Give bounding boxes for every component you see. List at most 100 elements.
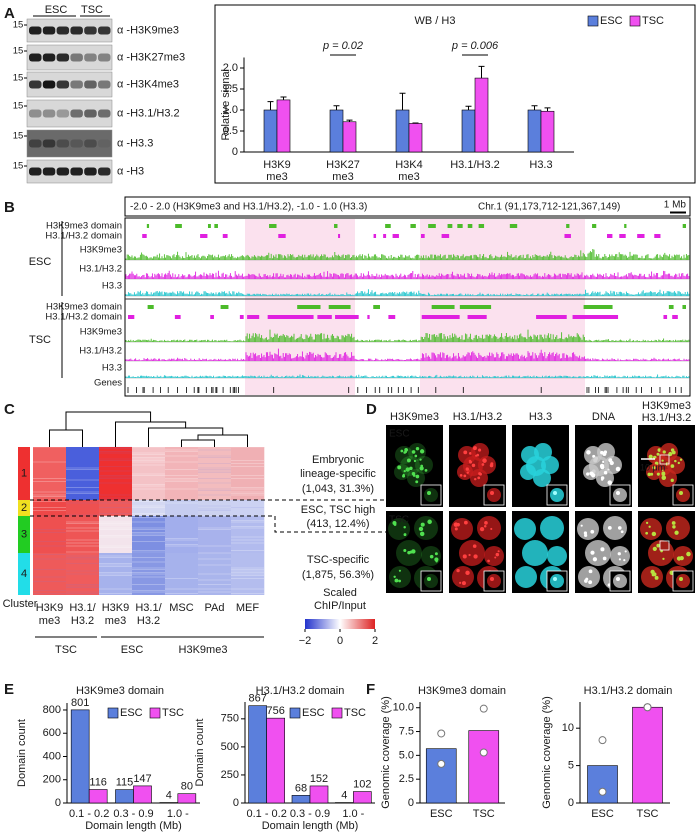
heatmap-cell bbox=[132, 516, 166, 553]
nucleus bbox=[666, 516, 690, 540]
speckle bbox=[477, 476, 481, 480]
y-tick-label: 5 bbox=[568, 759, 574, 771]
speckle bbox=[427, 519, 432, 525]
speckle bbox=[418, 526, 424, 532]
x-tick-label: TSC bbox=[473, 808, 495, 820]
speckle bbox=[419, 466, 424, 471]
nucleus bbox=[389, 566, 411, 588]
speckle bbox=[620, 530, 624, 534]
bar bbox=[474, 77, 489, 153]
speckle bbox=[651, 573, 655, 577]
chart-title: H3K9me3 domain bbox=[418, 685, 506, 697]
speckle bbox=[484, 521, 488, 525]
data-label: 756 bbox=[266, 705, 284, 717]
inset-speckle bbox=[427, 577, 431, 581]
cluster-bar bbox=[18, 447, 30, 500]
y-axis-label: Genomic coverage (%) bbox=[380, 696, 392, 809]
blot-group: TSC bbox=[81, 4, 103, 16]
heatmap-texture bbox=[99, 555, 132, 594]
heatmap-cell bbox=[66, 516, 100, 553]
speckle bbox=[473, 477, 477, 481]
panel-label: E bbox=[4, 681, 14, 698]
heatmap-texture bbox=[33, 515, 66, 547]
nucleus bbox=[585, 540, 611, 566]
blot-band bbox=[70, 109, 83, 118]
size-marker: 15 bbox=[13, 20, 24, 31]
blot-band bbox=[42, 80, 56, 89]
y-tick-label: 2.5 bbox=[399, 773, 414, 785]
colorbar-tick-label: 2 bbox=[372, 635, 378, 647]
legend-swatch bbox=[629, 15, 641, 27]
nucleus bbox=[577, 518, 599, 540]
heatmap-cell bbox=[198, 553, 232, 595]
error-bar bbox=[346, 119, 353, 122]
nucleus bbox=[533, 469, 551, 487]
data-label: 68 bbox=[295, 782, 307, 794]
x-tick-label: 0.1 - 0.2 bbox=[69, 808, 109, 820]
speckle bbox=[479, 527, 485, 532]
speckle bbox=[672, 525, 676, 529]
track-label: H3K9me3 domain bbox=[46, 221, 122, 232]
bar bbox=[540, 110, 555, 153]
data-point bbox=[437, 729, 446, 738]
heatmap-texture bbox=[99, 502, 132, 514]
speckle bbox=[585, 577, 589, 581]
track-signal bbox=[125, 329, 690, 342]
blot-panel bbox=[26, 18, 113, 43]
heatmap-cell bbox=[66, 447, 100, 500]
data-point bbox=[643, 703, 652, 712]
blot-band bbox=[29, 80, 42, 89]
bar bbox=[248, 705, 267, 804]
x-tick-label: me3 bbox=[398, 171, 419, 183]
speckle bbox=[429, 554, 434, 559]
speckle bbox=[419, 449, 425, 454]
column-label: MSC bbox=[169, 602, 194, 614]
scale-bar-label: 1 Mb bbox=[664, 200, 687, 211]
x-tick-label: 0.3 - 0.9 bbox=[290, 808, 330, 820]
speckle bbox=[402, 474, 406, 478]
bar bbox=[88, 789, 108, 804]
x-tick-label: 0.1 - 0.2 bbox=[246, 808, 286, 820]
speckle bbox=[651, 531, 657, 537]
nucleus bbox=[547, 546, 567, 566]
nucleus bbox=[520, 464, 536, 480]
nucleus bbox=[414, 516, 438, 540]
nucleus bbox=[641, 566, 663, 588]
colorbar-title: ChIP/Input bbox=[314, 600, 366, 612]
y-tick-label: 800 bbox=[43, 704, 61, 716]
inset-nucleus bbox=[550, 488, 564, 502]
bar bbox=[177, 793, 197, 804]
domain-blocks bbox=[128, 315, 678, 319]
domain-blocks bbox=[142, 234, 661, 238]
heatmap-texture bbox=[66, 467, 99, 494]
bar bbox=[527, 109, 542, 153]
heatmap-cell bbox=[33, 447, 67, 500]
x-tick-label: ESC bbox=[430, 808, 453, 820]
speckle bbox=[661, 459, 664, 462]
size-marker: 15 bbox=[13, 73, 24, 84]
inset-speckle bbox=[553, 577, 557, 581]
bar bbox=[468, 730, 500, 804]
blot-band bbox=[42, 109, 56, 118]
speckle bbox=[656, 452, 660, 456]
y-tick-label: 200 bbox=[43, 774, 61, 786]
speckle bbox=[648, 454, 653, 459]
blot-band bbox=[98, 26, 111, 35]
column-label: H3K9 bbox=[36, 602, 64, 614]
speckle bbox=[403, 451, 407, 454]
nucleus bbox=[484, 546, 504, 566]
cluster-bar bbox=[18, 516, 30, 553]
y-tick-label: 500 bbox=[221, 741, 239, 753]
speckle bbox=[415, 480, 419, 484]
antibody-label: α -H3.1/H3.2 bbox=[117, 107, 180, 119]
chart-title: H3.1/H3.2 domain bbox=[256, 685, 345, 697]
cluster-note: (1,043, 31.3%) bbox=[302, 483, 374, 495]
speckle bbox=[679, 458, 683, 461]
speckle bbox=[435, 560, 438, 563]
heatmap-cell bbox=[33, 516, 67, 553]
speckle bbox=[652, 546, 657, 552]
heatmap-texture bbox=[66, 555, 99, 594]
y-tick-label: 7.5 bbox=[399, 725, 414, 737]
nucleus bbox=[648, 540, 674, 566]
speckle bbox=[618, 558, 621, 561]
